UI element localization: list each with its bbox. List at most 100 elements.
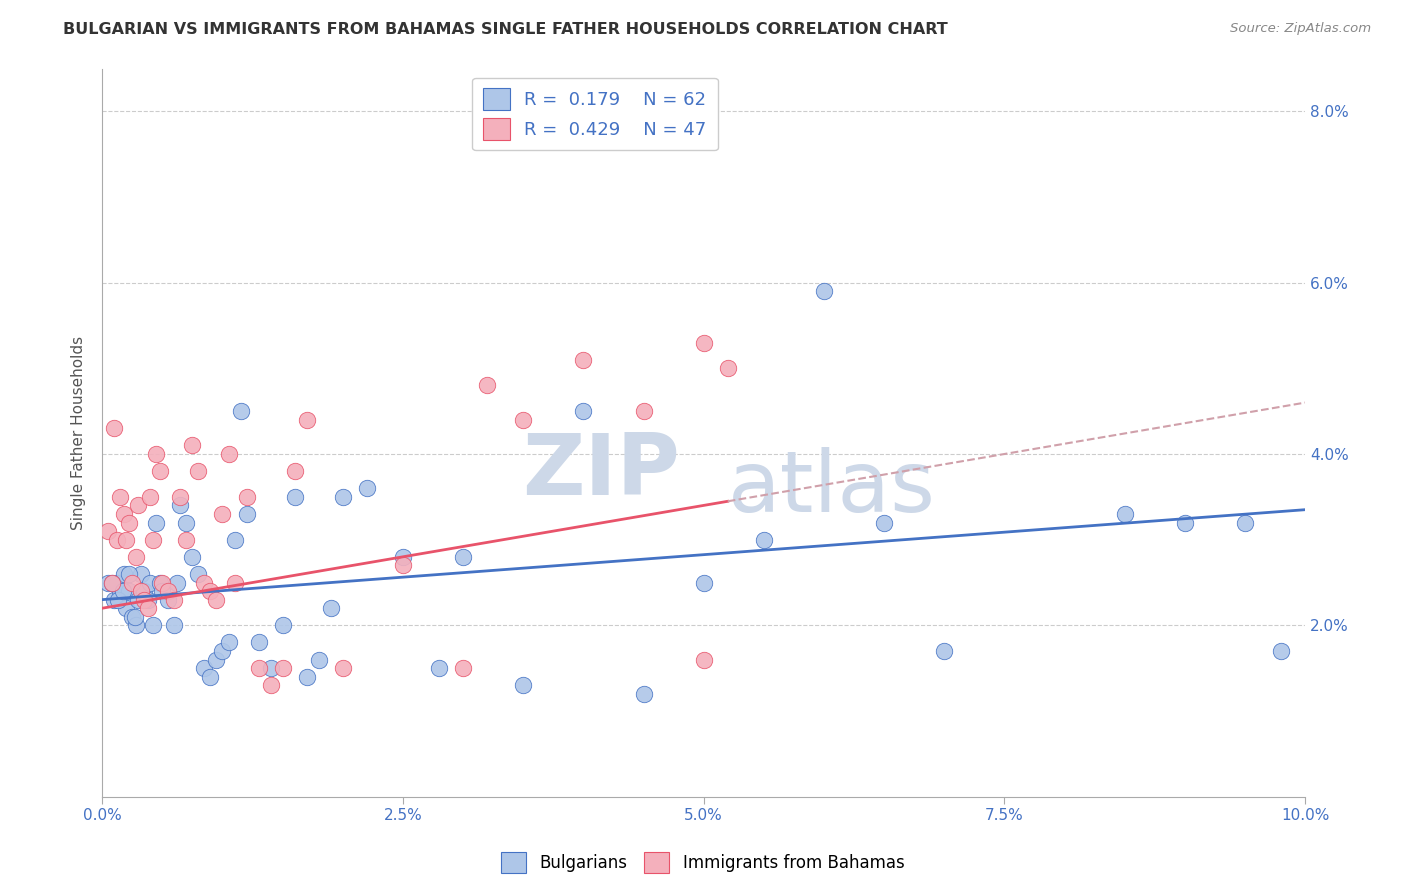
Point <box>295 670 318 684</box>
Point <box>392 549 415 564</box>
Point <box>1114 507 1136 521</box>
Point <box>193 575 215 590</box>
Text: ZIP: ZIP <box>522 430 679 513</box>
Point <box>427 661 450 675</box>
Point <box>169 490 191 504</box>
Point <box>124 609 146 624</box>
Point <box>692 575 714 590</box>
Point <box>271 618 294 632</box>
Point <box>224 533 246 547</box>
Point <box>451 549 474 564</box>
Legend: Bulgarians, Immigrants from Bahamas: Bulgarians, Immigrants from Bahamas <box>495 846 911 880</box>
Point <box>1174 516 1197 530</box>
Point <box>121 575 143 590</box>
Point <box>332 490 354 504</box>
Point <box>127 592 149 607</box>
Point <box>1233 516 1256 530</box>
Point <box>319 601 342 615</box>
Point <box>187 566 209 581</box>
Point <box>181 549 204 564</box>
Point <box>150 584 173 599</box>
Point <box>145 447 167 461</box>
Point <box>157 584 180 599</box>
Point <box>235 507 257 521</box>
Point <box>118 566 141 581</box>
Point <box>572 404 595 418</box>
Point <box>308 652 330 666</box>
Point <box>112 566 135 581</box>
Point <box>112 507 135 521</box>
Point <box>134 584 156 599</box>
Point <box>129 566 152 581</box>
Point <box>166 575 188 590</box>
Point <box>169 499 191 513</box>
Point <box>717 361 740 376</box>
Point <box>115 601 138 615</box>
Point <box>97 575 120 590</box>
Point <box>118 516 141 530</box>
Point <box>229 404 252 418</box>
Point <box>259 661 281 675</box>
Point <box>101 575 124 590</box>
Point <box>218 447 240 461</box>
Point <box>475 378 498 392</box>
Text: Source: ZipAtlas.com: Source: ZipAtlas.com <box>1230 22 1371 36</box>
Point <box>218 635 240 649</box>
Point <box>193 661 215 675</box>
Point <box>633 687 655 701</box>
Point <box>125 618 148 632</box>
Point <box>105 533 128 547</box>
Point <box>139 575 162 590</box>
Point <box>356 481 378 495</box>
Point <box>127 499 149 513</box>
Point <box>136 601 159 615</box>
Point <box>107 592 129 607</box>
Text: BULGARIAN VS IMMIGRANTS FROM BAHAMAS SINGLE FATHER HOUSEHOLDS CORRELATION CHART: BULGARIAN VS IMMIGRANTS FROM BAHAMAS SIN… <box>63 22 948 37</box>
Point <box>149 464 172 478</box>
Point <box>934 644 956 658</box>
Point <box>200 584 222 599</box>
Legend: R =  0.179    N = 62, R =  0.429    N = 47: R = 0.179 N = 62, R = 0.429 N = 47 <box>472 78 717 151</box>
Point <box>142 618 165 632</box>
Point <box>200 670 222 684</box>
Point <box>271 661 294 675</box>
Point <box>157 592 180 607</box>
Point <box>129 584 152 599</box>
Point <box>149 575 172 590</box>
Point <box>284 464 307 478</box>
Point <box>247 661 270 675</box>
Point <box>284 490 307 504</box>
Point <box>125 549 148 564</box>
Point <box>101 575 124 590</box>
Point <box>512 413 534 427</box>
Point <box>451 661 474 675</box>
Point <box>110 490 132 504</box>
Point <box>115 533 138 547</box>
Text: atlas: atlas <box>728 447 936 530</box>
Point <box>181 438 204 452</box>
Point <box>142 533 165 547</box>
Point <box>150 575 173 590</box>
Point <box>103 421 125 435</box>
Point <box>105 575 128 590</box>
Point <box>121 609 143 624</box>
Point <box>145 516 167 530</box>
Point <box>332 661 354 675</box>
Point <box>295 413 318 427</box>
Point <box>163 618 186 632</box>
Point <box>247 635 270 649</box>
Point <box>187 464 209 478</box>
Point <box>224 575 246 590</box>
Point <box>118 584 141 599</box>
Point <box>97 524 120 538</box>
Point <box>134 592 156 607</box>
Point <box>572 352 595 367</box>
Point <box>136 592 159 607</box>
Point <box>259 678 281 692</box>
Point <box>163 592 186 607</box>
Point <box>692 335 714 350</box>
Point <box>873 516 896 530</box>
Point <box>110 584 132 599</box>
Point <box>1270 644 1292 658</box>
Point <box>211 507 233 521</box>
